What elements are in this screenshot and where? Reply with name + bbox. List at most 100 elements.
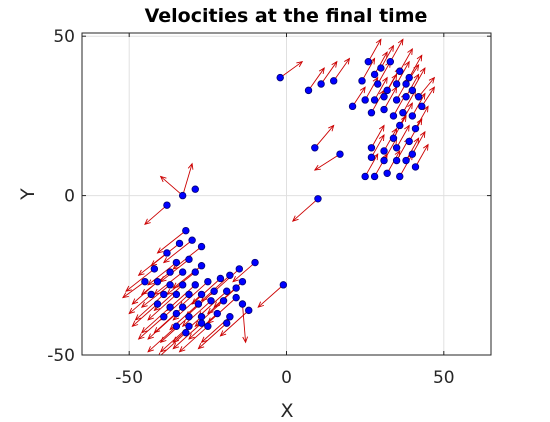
arrow-shaft — [415, 144, 429, 168]
arrow-shaft — [128, 294, 152, 314]
arrow-head — [159, 346, 167, 353]
particle-point — [185, 255, 193, 264]
arrow-shaft — [179, 281, 209, 308]
particle-point — [232, 293, 240, 302]
particle-point — [166, 303, 174, 311]
particle-point — [235, 265, 244, 273]
velocity-arrow — [313, 153, 341, 171]
velocity-arrow — [291, 198, 319, 222]
arrow-shaft — [144, 204, 168, 225]
particle-point — [191, 185, 199, 193]
velocity-arrow — [279, 61, 304, 78]
velocity-arrow — [314, 124, 335, 149]
arrow-head — [313, 164, 321, 171]
particle-point — [178, 281, 187, 289]
arrow-head — [131, 320, 139, 328]
arrow-shaft — [179, 325, 209, 353]
arrow-shaft — [160, 176, 183, 196]
particle-point — [197, 319, 206, 327]
particle-point — [166, 268, 174, 276]
particle-point — [336, 150, 344, 158]
arrow-head — [397, 38, 404, 46]
arrow-shaft — [399, 153, 413, 177]
particle-point — [172, 258, 181, 267]
velocity-arrow — [137, 252, 168, 276]
particle-point — [361, 172, 369, 181]
particle-point — [361, 96, 369, 104]
arrow-shaft — [418, 77, 435, 98]
arrow-shaft — [292, 198, 319, 222]
velocity-arrow — [333, 57, 351, 82]
particle-point — [396, 67, 404, 75]
arrow-head — [257, 301, 265, 308]
particle-point — [223, 319, 231, 327]
particle-point — [392, 156, 401, 165]
velocity-arrow — [131, 281, 158, 305]
velocity-arrow — [131, 303, 158, 328]
particle-point — [197, 262, 206, 270]
particle-point — [392, 96, 401, 104]
arrow-head — [162, 257, 170, 264]
velocity-arrow — [178, 325, 209, 353]
arrow-head — [178, 346, 186, 353]
y-tick-label: 50 — [53, 27, 75, 47]
particle-point — [279, 281, 288, 289]
arrow-shaft — [132, 303, 158, 327]
particle-point — [402, 156, 410, 165]
arrow-shaft — [147, 313, 177, 340]
arrow-shaft — [380, 45, 394, 69]
velocity-arrow — [399, 47, 413, 72]
arrow-head — [413, 63, 420, 71]
particle-point — [380, 105, 388, 114]
velocity-arrow — [122, 281, 146, 299]
arrow-head — [359, 86, 366, 94]
particle-points — [141, 57, 426, 337]
particle-point — [185, 313, 193, 321]
arrow-head — [428, 76, 436, 84]
particle-point — [314, 195, 322, 203]
arrow-head — [147, 314, 154, 321]
arrow-head — [404, 124, 410, 132]
particle-point — [238, 300, 247, 308]
velocity-arrow — [308, 67, 325, 91]
particle-point — [392, 144, 401, 152]
arrow-head — [382, 51, 388, 59]
particle-point — [226, 313, 234, 321]
particle-point — [396, 121, 404, 130]
particle-point — [367, 153, 376, 162]
arrow-shaft — [157, 230, 187, 254]
arrow-shaft — [232, 262, 256, 283]
particle-point — [160, 313, 168, 321]
particle-point — [386, 57, 395, 66]
particle-point — [408, 86, 417, 95]
particle-point — [408, 112, 417, 120]
particle-point — [172, 322, 181, 331]
x-tick-label: -50 — [115, 368, 143, 388]
particle-point — [219, 297, 228, 305]
velocity-arrow — [374, 76, 388, 101]
particle-point — [175, 239, 184, 248]
arrow-shaft — [279, 61, 303, 78]
arrow-head — [159, 175, 167, 183]
y-tick-label: -50 — [47, 346, 75, 366]
arrow-head — [131, 298, 139, 305]
particle-point — [383, 169, 391, 177]
velocity-arrow — [232, 262, 256, 283]
particle-point — [311, 144, 319, 152]
axis-ticks: -50 0 50 -50 0 50 — [47, 27, 491, 388]
velocity-arrow — [147, 262, 177, 286]
x-tick-label: 50 — [433, 368, 455, 388]
particle-point — [251, 258, 259, 267]
velocity-arrow — [147, 313, 177, 340]
velocity-arrow — [405, 73, 420, 97]
arrow-head — [188, 333, 195, 340]
arrow-shaft — [138, 252, 168, 276]
arrow-shaft — [135, 294, 165, 321]
particle-point — [380, 147, 388, 155]
particle-point — [172, 309, 181, 318]
particle-point — [367, 144, 376, 152]
arrow-head — [197, 342, 205, 350]
particle-point — [204, 277, 212, 286]
particle-point — [188, 236, 196, 244]
arrow-shaft — [132, 281, 158, 305]
